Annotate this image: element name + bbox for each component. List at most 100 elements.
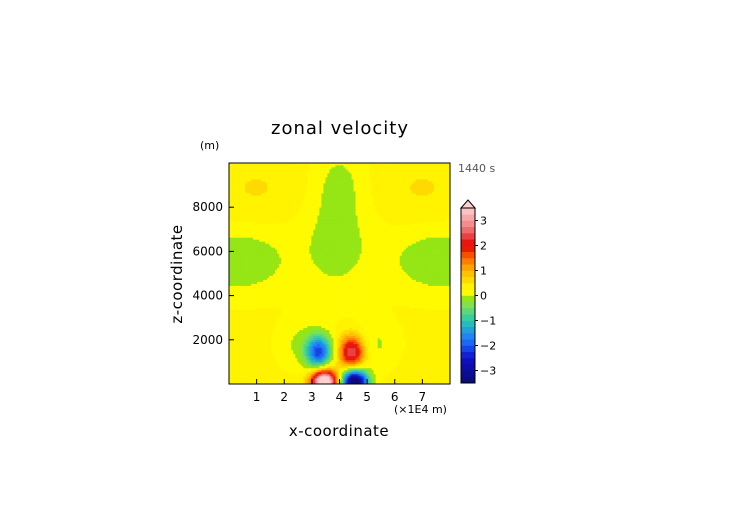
field-cell [319, 295, 322, 298]
field-cell [309, 317, 312, 321]
field-cell [295, 349, 298, 353]
field-cell [241, 369, 244, 373]
field-cell [303, 307, 306, 311]
field-cell [253, 351, 256, 355]
field-cell [259, 247, 262, 250]
field-cell [289, 379, 292, 383]
field-cell [229, 379, 232, 383]
field-cell [269, 357, 272, 361]
field-cell [277, 343, 280, 347]
field-cell [243, 187, 246, 190]
field-cell [251, 211, 254, 214]
field-cell [261, 289, 264, 292]
field-cell [259, 181, 262, 184]
field-cell [307, 239, 310, 242]
field-cell [231, 363, 234, 367]
field-cell [245, 167, 248, 170]
field-cell [275, 339, 278, 343]
field-cell [275, 213, 278, 216]
field-cell [243, 225, 246, 228]
field-cell [287, 333, 290, 337]
field-cell [261, 175, 264, 178]
field-cell [297, 217, 300, 220]
field-cell [311, 349, 314, 353]
field-cell [295, 231, 298, 234]
field-cell [295, 321, 298, 325]
field-cell [293, 183, 296, 186]
field-cell [317, 351, 320, 355]
field-cell [267, 217, 270, 220]
field-cell [261, 167, 264, 170]
field-cell [247, 249, 250, 252]
field-cell [285, 225, 288, 228]
field-cell [245, 317, 248, 321]
field-cell [235, 369, 238, 373]
field-cell [301, 213, 304, 216]
field-cell [251, 235, 254, 238]
field-cell [271, 381, 274, 384]
field-cell [233, 207, 236, 210]
field-cell [293, 221, 296, 224]
field-cell [259, 319, 262, 323]
field-cell [261, 245, 264, 248]
field-cell [279, 183, 282, 186]
field-cell [307, 231, 310, 234]
field-cell [269, 167, 272, 170]
field-cell [235, 339, 238, 343]
field-cell [307, 229, 310, 232]
field-cell [233, 273, 236, 276]
field-cell [253, 197, 256, 200]
field-cell [287, 175, 290, 178]
field-cell [247, 355, 250, 359]
field-cell [293, 269, 296, 272]
field-cell [279, 207, 282, 210]
field-cell [235, 295, 238, 298]
field-cell [303, 305, 306, 309]
field-cell [279, 381, 282, 384]
field-cell [263, 273, 266, 276]
field-cell [283, 221, 286, 224]
field-cell [289, 359, 292, 363]
field-cell [269, 181, 272, 184]
field-cell [293, 199, 296, 202]
field-cell [303, 301, 306, 304]
field-cell [271, 177, 274, 180]
field-cell [231, 241, 234, 244]
field-cell [271, 293, 274, 296]
field-cell [301, 273, 304, 276]
field-cell [295, 281, 298, 284]
field-cell [259, 313, 262, 317]
field-cell [231, 205, 234, 208]
field-cell [275, 287, 278, 290]
field-cell [271, 223, 274, 226]
field-cell [309, 195, 312, 198]
field-cell [235, 239, 238, 242]
field-cell [253, 267, 256, 270]
field-cell [239, 287, 242, 290]
field-cell [309, 209, 312, 212]
field-cell [241, 359, 244, 363]
field-cell [249, 195, 252, 198]
field-cell [281, 201, 284, 204]
field-cell [307, 181, 310, 184]
field-cell [239, 357, 242, 361]
field-cell [249, 179, 252, 182]
field-cell [269, 303, 272, 306]
field-cell [237, 345, 240, 349]
field-cell [285, 259, 288, 262]
field-cell [285, 291, 288, 294]
field-cell [237, 235, 240, 238]
field-cell [301, 183, 304, 186]
field-cell [249, 285, 252, 288]
field-cell [281, 237, 284, 240]
field-cell [315, 313, 318, 317]
field-cell [289, 357, 292, 361]
field-cell [247, 273, 250, 276]
field-cell [299, 163, 302, 166]
field-cell [271, 277, 274, 280]
field-cell [305, 321, 308, 325]
field-cell [273, 273, 276, 276]
field-cell [297, 249, 300, 252]
field-cell [281, 165, 284, 168]
field-cell [285, 217, 288, 220]
